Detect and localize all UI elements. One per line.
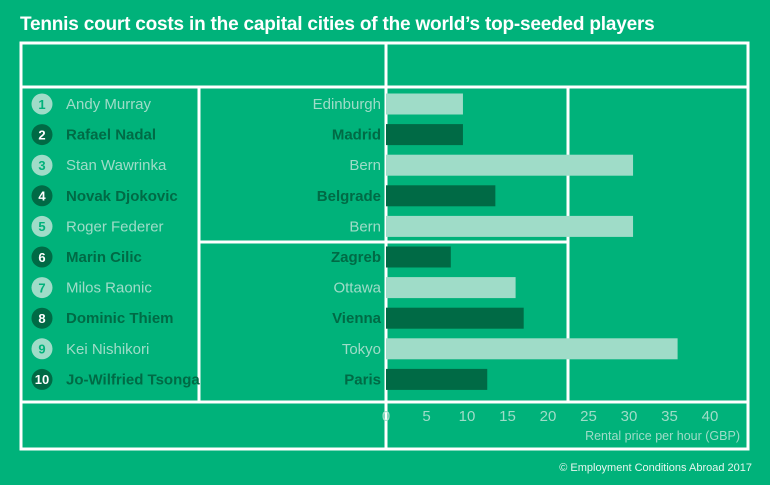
- player-rows: 1 Andy Murray Edinburgh 2 Rafael Nadal Madrid…: [31, 93, 382, 390]
- rank-number: 4: [38, 189, 46, 204]
- player-name: Roger Federer: [66, 218, 164, 235]
- player-name: Kei Nishikori: [66, 341, 149, 358]
- rank-badge: [31, 368, 53, 390]
- player-name: Milos Raonic: [66, 280, 152, 297]
- rank-number: 5: [38, 219, 45, 234]
- player-name: Marin Cilic: [66, 249, 142, 266]
- x-tick-label: 10: [459, 408, 476, 425]
- player-name: Novak Djokovic: [66, 188, 178, 205]
- x-axis-label: Rental price per hour (GBP): [585, 429, 740, 443]
- city-label: Paris: [344, 371, 381, 388]
- player-name: Stan Wawrinka: [66, 157, 167, 174]
- rank-number: 1: [38, 97, 45, 112]
- bar: [386, 246, 451, 268]
- player-name: Rafael Nadal: [66, 127, 156, 144]
- rank-badge: [31, 246, 53, 268]
- bar: [386, 93, 463, 115]
- rank-badge: [31, 154, 53, 176]
- x-tick-label: 35: [661, 408, 678, 425]
- x-tick-label: 0: [382, 408, 390, 425]
- bar: [386, 307, 524, 329]
- rank-number: 2: [38, 127, 45, 142]
- player-name: Dominic Thiem: [66, 310, 174, 327]
- x-axis: 0 5 10 15 20 25 30 35 40 Rental price per hour (G…: [382, 408, 740, 443]
- bar: [386, 124, 463, 146]
- rank-badge: [31, 307, 53, 329]
- player-name: Andy Murray: [66, 96, 152, 113]
- rank-badge: [31, 338, 53, 360]
- bar: [386, 368, 488, 390]
- bar: [386, 277, 516, 299]
- city-label: Ottawa: [333, 280, 381, 297]
- bar: [386, 215, 634, 237]
- city-label: Madrid: [332, 127, 381, 144]
- city-label: Bern: [349, 218, 381, 235]
- rank-badge: [31, 185, 53, 207]
- bar: [386, 338, 678, 360]
- x-tick-label: 5: [422, 408, 430, 425]
- rank-number: 8: [38, 311, 45, 326]
- city-label: Bern: [349, 157, 381, 174]
- city-label: Belgrade: [317, 188, 381, 205]
- city-label: Zagreb: [331, 249, 381, 266]
- credit-text: © Employment Conditions Abroad 2017: [559, 462, 752, 474]
- rank-badge: [31, 277, 53, 299]
- chart-title: Tennis court costs in the capital cities…: [20, 14, 655, 35]
- city-label: Vienna: [332, 310, 382, 327]
- city-label: Tokyo: [342, 341, 381, 358]
- rank-number: 7: [38, 280, 45, 295]
- bar: [386, 185, 496, 207]
- rank-number: 9: [38, 342, 45, 357]
- rank-number: 6: [38, 250, 45, 265]
- x-tick-label: 20: [540, 408, 557, 425]
- rank-number: 10: [35, 372, 49, 387]
- rank-badge: [31, 93, 53, 115]
- x-tick-label: 15: [499, 408, 516, 425]
- x-tick-label: 30: [621, 408, 638, 425]
- bar-series: [386, 93, 678, 390]
- bar: [386, 154, 634, 176]
- player-name: Jo-Wilfried Tsonga: [66, 371, 200, 388]
- rank-badge: [31, 124, 53, 146]
- rank-badge: [31, 215, 53, 237]
- x-tick-label: 25: [580, 408, 597, 425]
- rank-number: 3: [38, 158, 45, 173]
- x-tick-label: 40: [702, 408, 719, 425]
- city-label: Edinburgh: [313, 96, 381, 113]
